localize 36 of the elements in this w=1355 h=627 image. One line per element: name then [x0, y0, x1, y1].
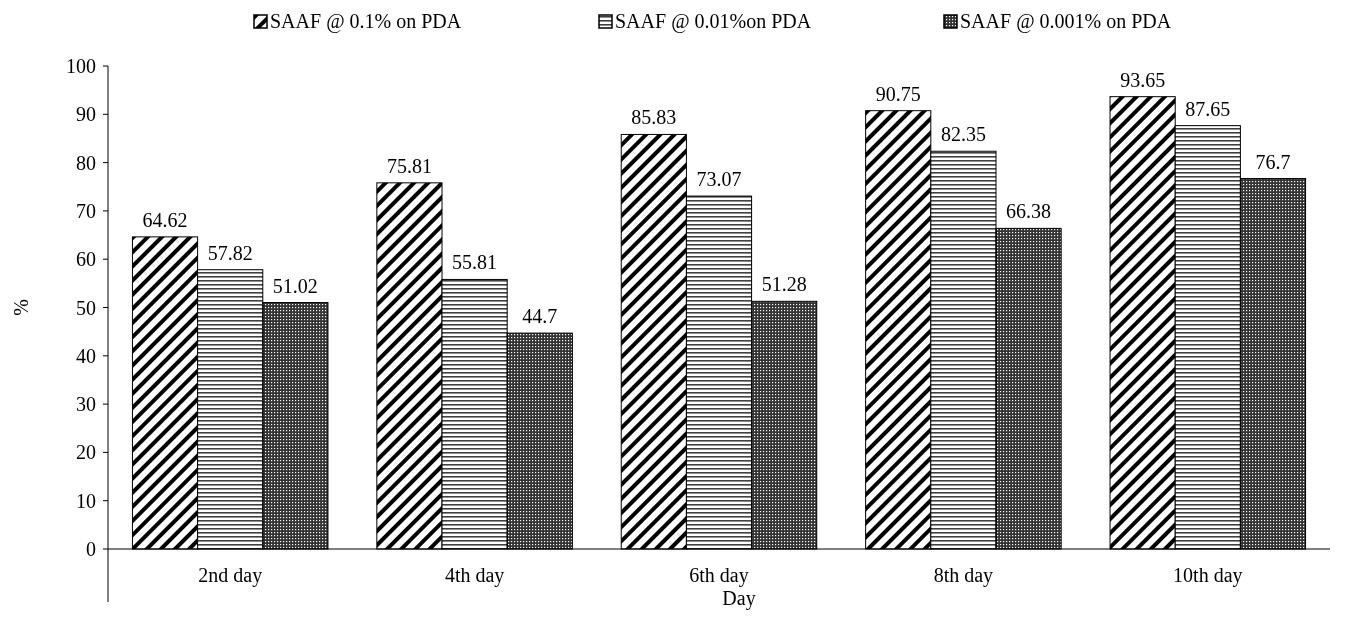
y-tick-label: 40 — [76, 344, 96, 367]
data-label: 64.62 — [142, 208, 188, 231]
data-label: 51.28 — [761, 273, 807, 296]
x-tick-label: 8th day — [933, 564, 994, 587]
data-label: 57.82 — [207, 241, 253, 264]
data-label: 76.7 — [1255, 150, 1291, 173]
data-label: 90.75 — [875, 82, 921, 105]
x-tick-label: 4th day — [444, 564, 505, 587]
y-tick-label: 90 — [76, 103, 96, 126]
y-tick-label: 0 — [86, 538, 96, 560]
y-axis-title: % — [10, 299, 32, 316]
y-tick-label: 50 — [76, 296, 96, 319]
data-label: 87.65 — [1185, 97, 1231, 120]
data-label: 66.38 — [1006, 200, 1052, 223]
data-label: 85.83 — [631, 106, 677, 129]
data-label: 55.81 — [452, 251, 498, 274]
legend-label: SAAF @ 0.001% on PDA — [960, 10, 1172, 33]
data-label: 82.35 — [940, 123, 986, 146]
data-label: 44.7 — [522, 305, 558, 328]
y-tick-label: 70 — [76, 199, 96, 222]
y-tick-label: 100 — [66, 55, 96, 77]
legend-label: SAAF @ 0.01%on PDA — [615, 10, 812, 33]
legend-label: SAAF @ 0.1% on PDA — [270, 10, 462, 33]
data-label: 75.81 — [386, 154, 432, 177]
data-label: 93.65 — [1120, 68, 1166, 91]
y-tick-label: 10 — [76, 489, 96, 512]
data-label: 73.07 — [696, 168, 742, 191]
data-label: 51.02 — [272, 274, 318, 297]
y-tick-label: 20 — [76, 441, 96, 464]
y-tick-label: 60 — [76, 248, 96, 271]
x-tick-label: 2nd day — [198, 564, 263, 587]
x-tick-label: 10th day — [1173, 564, 1243, 587]
x-tick-label: 6th day — [689, 564, 749, 587]
y-tick-label: 80 — [76, 151, 96, 174]
x-axis-title: Day — [722, 587, 756, 610]
y-tick-label: 30 — [76, 393, 96, 416]
